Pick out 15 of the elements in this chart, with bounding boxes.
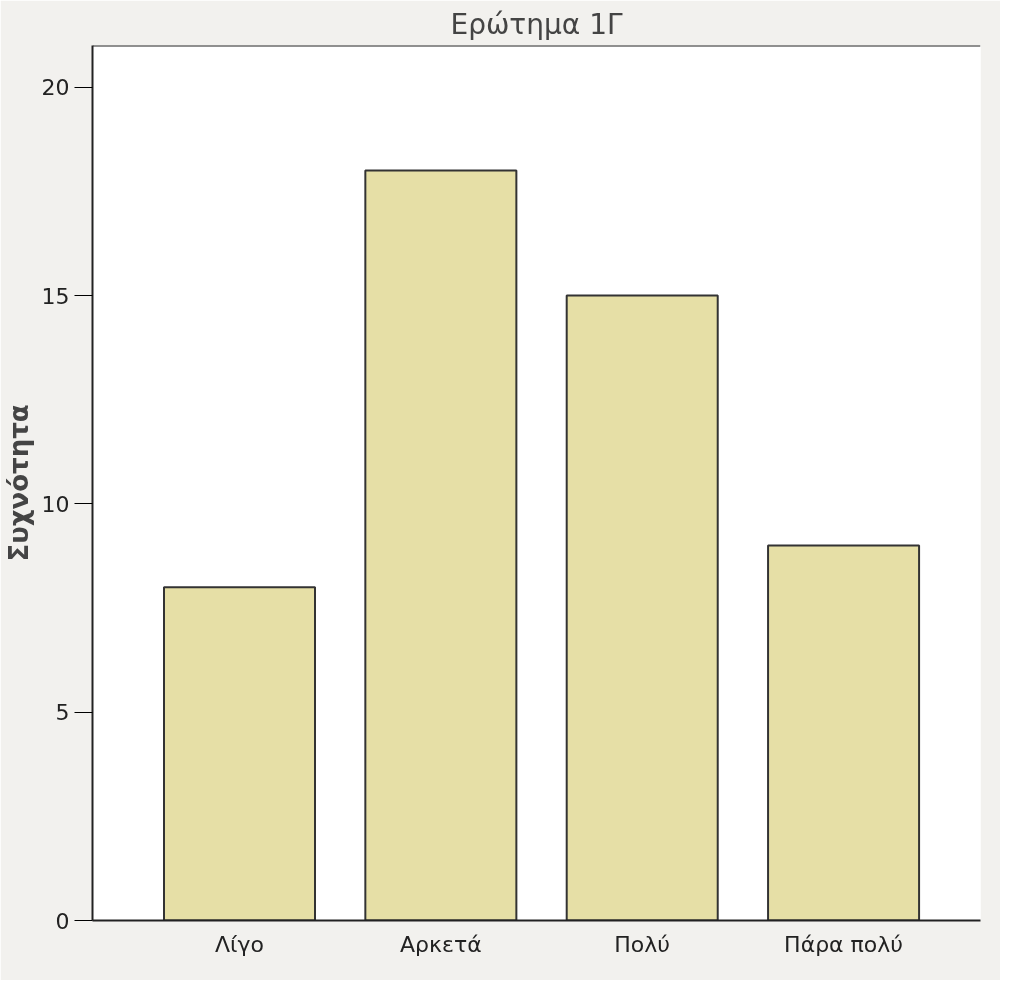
y-tick-label: 20	[41, 75, 70, 101]
x-tick-label: Πάρα πολύ	[784, 931, 904, 957]
chart-title: Ερώτημα 1Γ	[450, 7, 623, 41]
bar	[767, 544, 921, 921]
x-tick-label: Αρκετά	[400, 931, 482, 957]
y-tick-label: 15	[41, 283, 70, 309]
x-tick-label: Πολύ	[614, 931, 671, 957]
x-tick-label: Λίγο	[215, 931, 264, 957]
y-axis-title: Συχνότητα	[3, 404, 34, 562]
y-tick-label: 5	[55, 700, 70, 726]
bar	[565, 294, 719, 921]
bar	[364, 169, 518, 921]
bar	[162, 586, 316, 921]
y-tick-label: 0	[55, 908, 70, 934]
y-tick-label: 10	[41, 491, 70, 517]
